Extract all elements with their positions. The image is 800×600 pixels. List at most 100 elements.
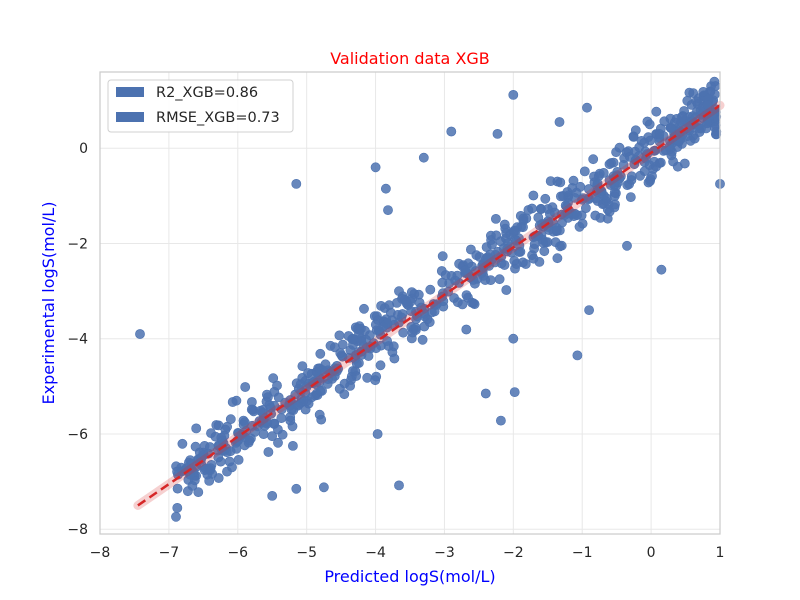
data-point bbox=[501, 285, 512, 295]
data-point bbox=[314, 409, 325, 420]
data-point bbox=[509, 387, 520, 397]
data-point bbox=[291, 483, 302, 494]
data-point bbox=[370, 162, 381, 173]
data-point bbox=[347, 333, 358, 344]
data-point bbox=[556, 240, 567, 251]
data-point bbox=[581, 203, 591, 214]
data-point bbox=[425, 284, 436, 295]
data-point bbox=[562, 187, 573, 197]
fit-line-group bbox=[133, 100, 725, 510]
data-point bbox=[579, 166, 590, 177]
data-point bbox=[628, 131, 639, 142]
data-point bbox=[539, 246, 550, 257]
data-point bbox=[528, 253, 539, 264]
data-point bbox=[684, 87, 695, 98]
data-point bbox=[461, 324, 472, 335]
x-tick-label: 0 bbox=[647, 545, 656, 561]
data-point bbox=[273, 437, 283, 448]
data-point bbox=[273, 392, 284, 403]
data-point bbox=[584, 305, 594, 315]
data-point bbox=[592, 196, 603, 206]
data-point bbox=[618, 159, 629, 170]
data-point bbox=[518, 213, 529, 224]
data-point bbox=[601, 193, 612, 204]
data-point bbox=[135, 329, 145, 339]
data-point bbox=[320, 359, 331, 370]
legend: R2_XGB=0.86 RMSE_XGB=0.73 bbox=[107, 79, 294, 133]
x-axis-label: Predicted logS(mol/L) bbox=[324, 567, 495, 586]
data-point bbox=[501, 228, 512, 238]
data-point bbox=[371, 311, 382, 322]
data-point bbox=[335, 348, 346, 358]
data-point bbox=[227, 397, 238, 407]
x-tick-label: −5 bbox=[296, 545, 317, 561]
data-point bbox=[495, 415, 506, 426]
data-point bbox=[405, 296, 416, 307]
data-point bbox=[244, 435, 255, 446]
data-point bbox=[642, 116, 653, 127]
data-point bbox=[584, 184, 594, 194]
data-point bbox=[552, 253, 563, 264]
data-point bbox=[213, 420, 224, 431]
data-point bbox=[354, 328, 364, 339]
data-point bbox=[258, 429, 269, 439]
data-point bbox=[494, 274, 505, 285]
data-point bbox=[509, 225, 520, 236]
data-point bbox=[267, 431, 277, 442]
data-point bbox=[635, 170, 645, 181]
data-point bbox=[172, 483, 183, 494]
data-point bbox=[227, 462, 237, 473]
data-point bbox=[654, 128, 665, 139]
data-point bbox=[666, 150, 677, 161]
data-point bbox=[486, 235, 496, 245]
data-point bbox=[190, 441, 201, 452]
data-point bbox=[624, 151, 635, 162]
data-point bbox=[698, 87, 709, 97]
data-point bbox=[446, 126, 457, 137]
data-point bbox=[172, 466, 182, 477]
data-point bbox=[702, 118, 712, 129]
data-point bbox=[293, 400, 303, 411]
legend-entry-rmse: RMSE_XGB=0.73 bbox=[156, 110, 280, 126]
data-point bbox=[346, 375, 356, 385]
data-point bbox=[622, 240, 632, 251]
data-point bbox=[263, 447, 274, 457]
data-point bbox=[382, 336, 392, 346]
data-point bbox=[702, 100, 713, 110]
x-axis-ticks: −8 −7 −6 −5 −4 −3 −2 −1 0 1 bbox=[90, 545, 725, 561]
legend-swatch-r2 bbox=[116, 87, 144, 97]
data-point bbox=[511, 259, 522, 269]
data-point bbox=[602, 213, 613, 224]
legend-swatch-rmse bbox=[116, 112, 144, 122]
data-point bbox=[533, 212, 544, 223]
data-point bbox=[297, 361, 308, 371]
data-point bbox=[508, 333, 519, 344]
data-point bbox=[651, 161, 661, 172]
legend-box bbox=[107, 79, 294, 133]
data-point bbox=[480, 388, 491, 399]
data-point bbox=[499, 219, 510, 230]
data-point bbox=[200, 463, 211, 474]
data-point bbox=[267, 490, 278, 501]
data-point bbox=[552, 225, 562, 236]
data-point bbox=[394, 286, 404, 297]
data-point bbox=[315, 386, 326, 396]
data-point bbox=[540, 193, 551, 204]
data-point bbox=[370, 319, 381, 330]
data-point bbox=[569, 192, 580, 203]
data-point bbox=[608, 157, 619, 168]
data-point bbox=[572, 350, 583, 361]
data-point bbox=[469, 299, 480, 309]
data-point bbox=[625, 192, 636, 202]
data-point bbox=[647, 171, 657, 181]
y-tick-label: −8 bbox=[67, 522, 88, 538]
data-point bbox=[193, 487, 204, 497]
data-point bbox=[498, 243, 509, 254]
x-tick-label: −1 bbox=[572, 545, 593, 561]
data-point bbox=[291, 178, 302, 189]
data-point bbox=[406, 333, 417, 344]
data-point bbox=[389, 353, 400, 364]
data-point bbox=[383, 205, 393, 215]
data-point bbox=[287, 440, 298, 451]
data-point bbox=[543, 204, 553, 214]
